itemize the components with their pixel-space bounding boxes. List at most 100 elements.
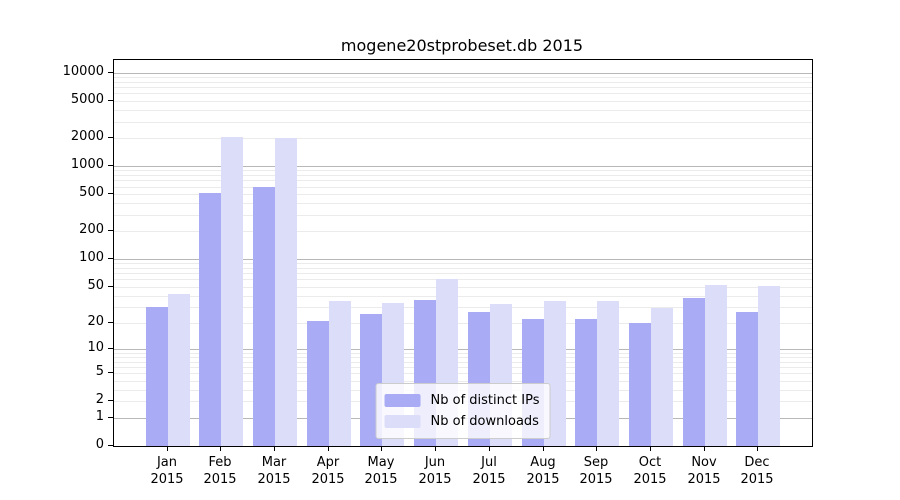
gridline-7	[114, 362, 812, 363]
gridline-20	[114, 323, 812, 324]
y-tick-label-10000: 10000	[62, 64, 104, 79]
bar-nb-of-distinct-ips-apr	[307, 321, 329, 446]
gridline-200	[114, 231, 812, 232]
gridline-600	[114, 187, 812, 188]
y-tick-label-50: 50	[87, 278, 104, 293]
gridline-3000	[114, 122, 812, 123]
legend-label-distinct-ips: Nb of distinct IPs	[430, 393, 540, 408]
x-label-year: 2015	[364, 472, 398, 487]
y-tick-label-0: 0	[95, 437, 104, 452]
x-label-month: Dec	[744, 455, 770, 470]
gridline-300	[114, 215, 812, 216]
y-tick-10000	[108, 72, 113, 73]
bar-nb-of-distinct-ips-oct	[629, 323, 651, 446]
gridline-50	[114, 287, 812, 288]
bar-nb-of-distinct-ips-nov	[683, 298, 705, 446]
y-tick-50	[108, 286, 113, 287]
x-label-year: 2015	[150, 472, 184, 487]
bar-nb-of-downloads-sep	[597, 301, 619, 446]
y-tick-label-200: 200	[79, 222, 104, 237]
x-tick-label-may: May 2015	[349, 454, 413, 488]
gridline-700	[114, 180, 812, 181]
gridline-1000	[114, 166, 812, 167]
y-tick-label-100: 100	[79, 250, 104, 265]
x-tick-jul	[489, 446, 490, 451]
x-label-year: 2015	[472, 472, 506, 487]
legend-item-distinct-ips: Nb of distinct IPs	[384, 390, 540, 411]
y-tick-5000	[108, 100, 113, 101]
x-tick-may	[381, 446, 382, 451]
x-label-year: 2015	[257, 472, 291, 487]
x-tick-jan	[167, 446, 168, 451]
x-label-month: Jul	[481, 455, 497, 470]
x-label-month: Mar	[261, 455, 287, 470]
x-label-year: 2015	[418, 472, 452, 487]
x-label-year: 2015	[203, 472, 237, 487]
gridline-900	[114, 170, 812, 171]
y-tick-label-5: 5	[95, 364, 104, 379]
legend-swatch-downloads	[384, 415, 421, 428]
x-label-year: 2015	[687, 472, 721, 487]
legend-label-downloads: Nb of downloads	[430, 414, 539, 429]
bar-nb-of-distinct-ips-jan	[146, 307, 168, 446]
gridline-80	[114, 268, 812, 269]
x-label-month: Apr	[316, 455, 340, 470]
x-tick-label-oct: Oct 2015	[618, 454, 682, 488]
y-tick-label-2: 2	[95, 392, 104, 407]
y-tick-2000	[108, 137, 113, 138]
x-label-month: Feb	[208, 455, 232, 470]
x-label-month: Nov	[691, 455, 717, 470]
bar-nb-of-downloads-mar	[275, 138, 297, 446]
chart-title: mogene20stprobeset.db 2015	[340, 36, 584, 55]
bar-nb-of-downloads-feb	[221, 137, 243, 446]
y-tick-label-1: 1	[95, 409, 104, 424]
y-tick-label-10: 10	[87, 340, 104, 355]
gridline-4	[114, 381, 812, 382]
x-label-year: 2015	[740, 472, 774, 487]
gridline-5	[114, 373, 812, 374]
bar-nb-of-distinct-ips-feb	[199, 193, 221, 446]
bar-nb-of-distinct-ips-sep	[575, 319, 597, 446]
gridline-100	[114, 259, 812, 260]
gridline-8000	[114, 82, 812, 83]
x-tick-sep	[596, 446, 597, 451]
y-tick-1	[108, 417, 113, 418]
gridline-800	[114, 175, 812, 176]
x-tick-label-feb: Feb 2015	[188, 454, 252, 488]
legend-swatch-distinct-ips	[384, 394, 421, 407]
plot-area: Nb of distinct IPs Nb of downloads	[113, 59, 813, 447]
x-label-year: 2015	[633, 472, 667, 487]
gridline-30	[114, 307, 812, 308]
bar-nb-of-downloads-oct	[651, 308, 673, 446]
gridline-7000	[114, 87, 812, 88]
gridline-5000	[114, 101, 812, 102]
gridline-6000	[114, 93, 812, 94]
x-label-year: 2015	[579, 472, 613, 487]
x-tick-aug	[543, 446, 544, 451]
x-tick-label-dec: Dec 2015	[725, 454, 789, 488]
y-tick-1000	[108, 165, 113, 166]
y-tick-500	[108, 193, 113, 194]
bar-nb-of-downloads-jan	[168, 294, 190, 446]
gridline-500	[114, 194, 812, 195]
gridline-6	[114, 367, 812, 368]
x-tick-label-apr: Apr 2015	[296, 454, 360, 488]
gridline-70	[114, 273, 812, 274]
gridline-90	[114, 263, 812, 264]
x-label-month: Oct	[638, 455, 662, 470]
gridline-2000	[114, 138, 812, 139]
x-label-year: 2015	[526, 472, 560, 487]
gridline-60	[114, 279, 812, 280]
x-tick-oct	[650, 446, 651, 451]
x-label-month: Sep	[583, 455, 609, 470]
gridline-10000	[114, 73, 812, 74]
bar-nb-of-downloads-dec	[758, 286, 780, 446]
bar-nb-of-distinct-ips-mar	[253, 187, 275, 446]
y-tick-0	[108, 445, 113, 446]
x-tick-label-jun: Jun 2015	[403, 454, 467, 488]
x-tick-feb	[220, 446, 221, 451]
y-tick-2	[108, 400, 113, 401]
gridline-8	[114, 357, 812, 358]
x-tick-label-nov: Nov 2015	[672, 454, 736, 488]
